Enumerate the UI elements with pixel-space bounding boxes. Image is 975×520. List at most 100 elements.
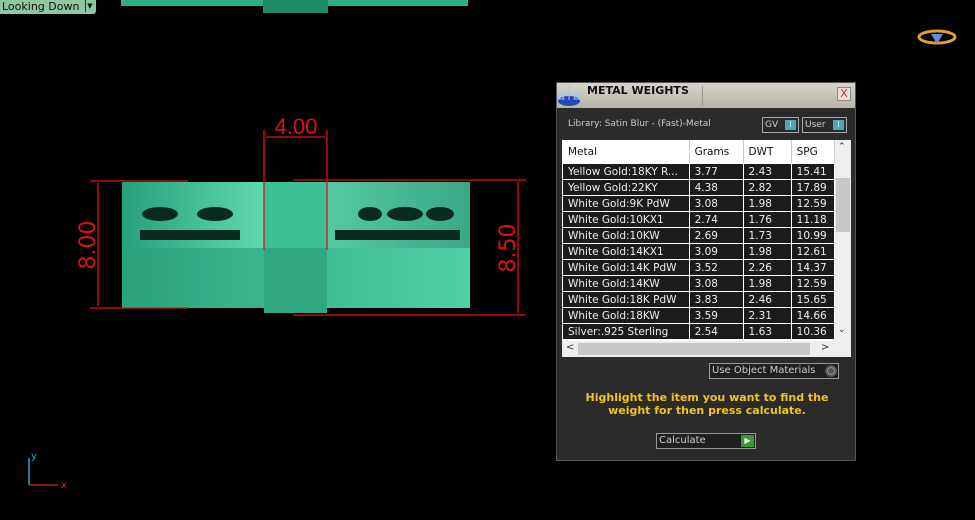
dimension-lines (90, 130, 526, 316)
table-row[interactable]: White Gold:9K PdW 3.08 1.98 12.59 (562, 195, 835, 212)
vertical-scrollbar[interactable]: ⌃ ⌄ (835, 140, 851, 341)
table-row[interactable]: Yellow Gold:22KY 4.38 2.82 17.89 (562, 179, 835, 196)
cell-metal: White Gold:18KW (562, 307, 690, 324)
table-row[interactable]: White Gold:14KW 3.08 1.98 12.59 (562, 275, 835, 292)
cell-dwt: 1.98 (742, 243, 792, 260)
scroll-left-icon[interactable]: < (566, 342, 575, 353)
cell-grams: 2.54 (688, 323, 744, 340)
radio-icon (825, 365, 837, 377)
cell-metal: White Gold:14K PdW (562, 259, 690, 276)
cell-spg: 12.61 (790, 243, 835, 260)
dimension-left-height: 8.00 (76, 221, 101, 270)
chevron-down-icon: ▼ (85, 0, 94, 12)
use-object-materials-toggle[interactable]: Use Object Materials (709, 363, 839, 379)
metal-table-grid: Metal Grams DWT SPG Yellow Gold:18KY R..… (562, 140, 835, 340)
ring-center-block (264, 182, 327, 250)
cell-grams: 3.08 (688, 275, 744, 292)
cell-metal: Yellow Gold:22KY (562, 179, 690, 196)
table-row[interactable]: Silver:.925 Sterling 2.54 1.63 10.36 (562, 323, 835, 340)
titlebar-divider (702, 86, 703, 106)
view-dropdown[interactable]: Looking Down ▼ (0, 0, 96, 14)
use-object-materials-label: Use Object Materials (712, 365, 816, 376)
cell-grams: 3.09 (688, 243, 744, 260)
table-row[interactable]: White Gold:14KX1 3.09 1.98 12.61 (562, 243, 835, 260)
dimension-width: 4.00 (275, 114, 318, 139)
cell-grams: 3.52 (688, 259, 744, 276)
cell-dwt: 2.26 (742, 259, 792, 276)
ring-pattern-holes (140, 207, 460, 240)
instruction-message: Highlight the item you want to find the … (585, 391, 829, 417)
horizontal-scrollbar[interactable]: < > (562, 341, 851, 357)
column-header-metal[interactable]: Metal (562, 140, 690, 164)
cell-spg: 10.36 (790, 323, 835, 340)
viewport-model[interactable]: 4.00 8.00 8.50 y x (0, 0, 550, 520)
cell-metal: White Gold:18K PdW (562, 291, 690, 308)
cell-dwt: 2.31 (742, 307, 792, 324)
vertical-scroll-thumb[interactable] (836, 178, 850, 232)
cell-metal: White Gold:14KX1 (562, 243, 690, 260)
cell-spg: 17.89 (790, 179, 835, 196)
toggle-indicator: I (785, 120, 796, 130)
cell-dwt: 1.98 (742, 275, 792, 292)
cell-spg: 12.59 (790, 275, 835, 292)
horizontal-scroll-thumb[interactable] (578, 343, 810, 355)
scroll-right-icon[interactable]: > (821, 342, 830, 353)
cell-grams: 4.38 (688, 179, 744, 196)
ring-center-block (264, 248, 327, 313)
cell-metal: White Gold:9K PdW (562, 195, 690, 212)
cell-spg: 15.41 (790, 163, 835, 180)
column-header-spg[interactable]: SPG (790, 140, 835, 164)
table-row[interactable]: White Gold:10KX1 2.74 1.76 11.18 (562, 211, 835, 228)
cell-grams: 2.69 (688, 227, 744, 244)
cell-grams: 3.83 (688, 291, 744, 308)
view-cube-icon[interactable] (917, 28, 957, 48)
model-top-part (263, 0, 328, 13)
cell-grams: 3.08 (688, 195, 744, 212)
cell-dwt: 2.43 (742, 163, 792, 180)
cell-metal: White Gold:10KW (562, 227, 690, 244)
gv-toggle[interactable]: GV I (762, 117, 799, 133)
view-label: Looking Down (2, 0, 80, 13)
cell-spg: 12.59 (790, 195, 835, 212)
column-header-dwt[interactable]: DWT (742, 140, 792, 164)
scroll-up-icon[interactable]: ⌃ (838, 142, 846, 152)
cell-metal: White Gold:10KX1 (562, 211, 690, 228)
cell-metal: Yellow Gold:18KY R... (562, 163, 690, 180)
calculate-button[interactable]: Calculate ▶ (656, 433, 756, 449)
toggle-indicator: I (833, 120, 844, 130)
cell-dwt: 1.73 (742, 227, 792, 244)
cell-dwt: 1.98 (742, 195, 792, 212)
panel-titlebar[interactable]: METAL WEIGHTS X (557, 83, 855, 108)
cell-grams: 3.59 (688, 307, 744, 324)
metal-weights-panel: METAL WEIGHTS X Library: Satin Blur - (F… (556, 82, 856, 461)
library-label: Library: Satin Blur - (Fast)-Metal (568, 119, 711, 129)
cell-dwt: 1.76 (742, 211, 792, 228)
panel-title: METAL WEIGHTS (587, 84, 689, 97)
column-header-grams[interactable]: Grams (688, 140, 744, 164)
y-axis-label: y (31, 451, 37, 462)
cell-metal: White Gold:14KW (562, 275, 690, 292)
cell-spg: 11.18 (790, 211, 835, 228)
table-row[interactable]: White Gold:18K PdW 3.83 2.46 15.65 (562, 291, 835, 308)
scroll-down-icon[interactable]: ⌄ (838, 325, 846, 335)
cell-dwt: 2.82 (742, 179, 792, 196)
cell-grams: 3.77 (688, 163, 744, 180)
scale-logo-icon (557, 85, 581, 106)
cell-dwt: 2.46 (742, 291, 792, 308)
user-toggle[interactable]: User I (802, 117, 847, 133)
cell-spg: 14.66 (790, 307, 835, 324)
close-button[interactable]: X (837, 87, 851, 101)
cell-dwt: 1.63 (742, 323, 792, 340)
user-label: User (805, 120, 826, 130)
cell-spg: 14.37 (790, 259, 835, 276)
cell-spg: 10.99 (790, 227, 835, 244)
calculate-label: Calculate (659, 435, 706, 446)
table-row[interactable]: Yellow Gold:18KY R... 3.77 2.43 15.41 (562, 163, 835, 180)
gv-label: GV (765, 120, 779, 130)
table-row[interactable]: White Gold:18KW 3.59 2.31 14.66 (562, 307, 835, 324)
table-row[interactable]: White Gold:10KW 2.69 1.73 10.99 (562, 227, 835, 244)
metal-table: Metal Grams DWT SPG Yellow Gold:18KY R..… (562, 140, 851, 357)
cell-grams: 2.74 (688, 211, 744, 228)
table-row[interactable]: White Gold:14K PdW 3.52 2.26 14.37 (562, 259, 835, 276)
cell-metal: Silver:.925 Sterling (562, 323, 690, 340)
